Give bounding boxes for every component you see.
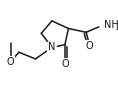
Text: O: O (7, 57, 14, 67)
Text: N: N (48, 42, 56, 53)
Text: 2: 2 (115, 23, 118, 32)
Text: O: O (61, 59, 69, 69)
Text: NH: NH (104, 20, 118, 30)
Text: O: O (86, 41, 93, 51)
